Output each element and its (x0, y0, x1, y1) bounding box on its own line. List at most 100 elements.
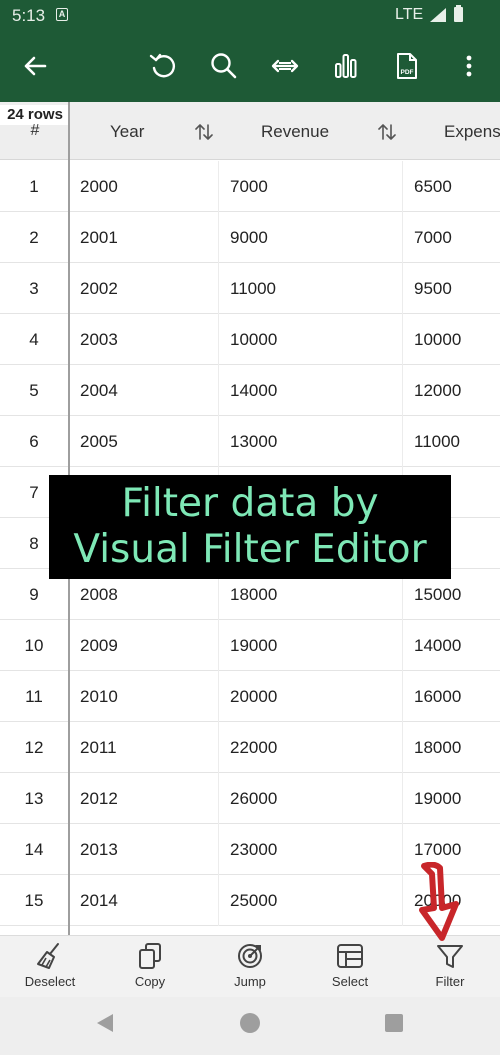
table-row[interactable]: 13 2012 26000 19000 (0, 773, 500, 824)
year-cell[interactable]: 2010 (80, 687, 118, 706)
table-row[interactable]: 1 2000 7000 6500 (0, 161, 500, 212)
column-header-revenue[interactable]: Revenue (261, 122, 330, 141)
row-index-cell[interactable]: 7 (29, 483, 39, 502)
table-row[interactable]: 15 2014 25000 20000 (0, 875, 500, 926)
filter-button[interactable]: Filter (405, 942, 495, 996)
year-cell[interactable]: 2005 (80, 432, 118, 451)
table-row[interactable]: 10 2009 19000 14000 (0, 620, 500, 671)
column-gridline (218, 212, 219, 263)
revenue-cell[interactable]: 20000 (230, 687, 278, 706)
year-cell[interactable]: 2001 (80, 228, 118, 247)
year-cell[interactable]: 2013 (80, 840, 118, 859)
row-index-cell[interactable]: 14 (24, 840, 44, 859)
jump-button[interactable]: Jump (205, 942, 295, 996)
nav-home-icon[interactable] (240, 1013, 260, 1033)
row-index-cell[interactable]: 5 (29, 381, 39, 400)
table-row[interactable]: 14 2013 23000 17000 (0, 824, 500, 875)
revenue-cell[interactable]: 9000 (230, 228, 268, 247)
expense-cell[interactable]: 15000 (414, 585, 462, 604)
select-button[interactable]: Select (305, 942, 395, 996)
pdf-icon[interactable]: PDF (387, 46, 427, 86)
year-cell[interactable]: 2004 (80, 381, 118, 400)
nav-back-icon[interactable] (94, 1012, 116, 1034)
column-gridline (218, 569, 219, 620)
revenue-cell[interactable]: 10000 (230, 330, 278, 349)
year-cell[interactable]: 2014 (80, 891, 118, 910)
column-gridline (402, 161, 403, 212)
row-index-cell[interactable]: 6 (29, 432, 39, 451)
expense-cell[interactable]: 9500 (414, 279, 452, 298)
row-index-cell[interactable]: 8 (29, 534, 39, 553)
select-grid-icon (337, 944, 363, 968)
row-index-cell[interactable]: 10 (24, 636, 44, 655)
column-gridline (402, 620, 403, 671)
expense-cell[interactable]: 7000 (414, 228, 452, 247)
revenue-cell[interactable]: 22000 (230, 738, 278, 757)
revenue-cell[interactable]: 26000 (230, 789, 278, 808)
notification-icon: A (56, 8, 68, 21)
row-index-cell[interactable]: 9 (29, 585, 39, 604)
revenue-cell[interactable]: 23000 (230, 840, 278, 859)
year-cell[interactable]: 2003 (80, 330, 118, 349)
nav-recents-icon[interactable] (385, 1014, 403, 1032)
back-arrow-icon[interactable] (15, 46, 55, 86)
deselect-button[interactable]: Deselect (5, 942, 95, 996)
row-index-cell[interactable]: 2 (29, 228, 39, 247)
table-row[interactable]: 9 2008 18000 15000 (0, 569, 500, 620)
battery-icon (454, 5, 463, 22)
sort-icon[interactable] (194, 122, 214, 142)
more-vert-icon[interactable] (449, 46, 489, 86)
expense-cell[interactable]: 10000 (414, 330, 462, 349)
undo-icon[interactable] (143, 46, 183, 86)
column-header-year[interactable]: Year (110, 122, 145, 141)
table-row[interactable]: 2 2001 9000 7000 (0, 212, 500, 263)
row-index-cell[interactable]: 1 (29, 177, 39, 196)
row-index-cell[interactable]: 12 (24, 738, 44, 757)
table-row[interactable]: 12 2011 22000 18000 (0, 722, 500, 773)
revenue-cell[interactable]: 19000 (230, 636, 278, 655)
copy-button[interactable]: Copy (105, 942, 195, 996)
expense-cell[interactable]: 14000 (414, 636, 462, 655)
column-gridline (218, 314, 219, 365)
column-gridline (218, 875, 219, 926)
year-cell[interactable]: 2012 (80, 789, 118, 808)
year-cell[interactable]: 2008 (80, 585, 118, 604)
row-index-cell[interactable]: 15 (24, 891, 44, 910)
table-row[interactable]: 6 2005 13000 11000 (0, 416, 500, 467)
revenue-cell[interactable]: 13000 (230, 432, 278, 451)
expense-cell[interactable]: 12000 (414, 381, 462, 400)
column-gridline (218, 365, 219, 416)
expense-cell[interactable]: 11000 (414, 432, 461, 451)
year-cell[interactable]: 2009 (80, 636, 118, 655)
resize-columns-icon[interactable] (265, 46, 305, 86)
table-row[interactable]: 11 2010 20000 16000 (0, 671, 500, 722)
row-index-cell[interactable]: 13 (24, 789, 44, 808)
revenue-cell[interactable]: 7000 (230, 177, 268, 196)
revenue-cell[interactable]: 18000 (230, 585, 278, 604)
revenue-cell[interactable]: 14000 (230, 381, 278, 400)
revenue-cell[interactable]: 11000 (230, 279, 277, 298)
sort-icon[interactable] (377, 122, 397, 142)
expense-cell[interactable]: 18000 (414, 738, 462, 757)
table-row[interactable]: 4 2003 10000 10000 (0, 314, 500, 365)
year-cell[interactable]: 2011 (80, 738, 117, 757)
row-index-cell[interactable]: 11 (25, 687, 43, 706)
year-cell[interactable]: 2000 (80, 177, 118, 196)
row-index-cell[interactable]: 3 (29, 279, 39, 298)
table-row[interactable]: 5 2004 14000 12000 (0, 365, 500, 416)
revenue-cell[interactable]: 25000 (230, 891, 278, 910)
network-type: LTE (395, 6, 424, 23)
column-header-expense[interactable]: Expens (444, 122, 500, 141)
broom-icon (37, 943, 59, 969)
table-row[interactable]: 3 2002 11000 9500 (0, 263, 500, 314)
expense-cell[interactable]: 6500 (414, 177, 452, 196)
expense-cell[interactable]: 16000 (414, 687, 462, 706)
expense-cell[interactable]: 19000 (414, 789, 462, 808)
search-icon[interactable] (204, 46, 244, 86)
caption-line-1: Filter data by (121, 481, 379, 526)
year-cell[interactable]: 2002 (80, 279, 118, 298)
expense-cell[interactable]: 17000 (414, 840, 462, 859)
chart-icon[interactable] (326, 46, 366, 86)
column-gridline (218, 620, 219, 671)
row-index-cell[interactable]: 4 (29, 330, 39, 349)
